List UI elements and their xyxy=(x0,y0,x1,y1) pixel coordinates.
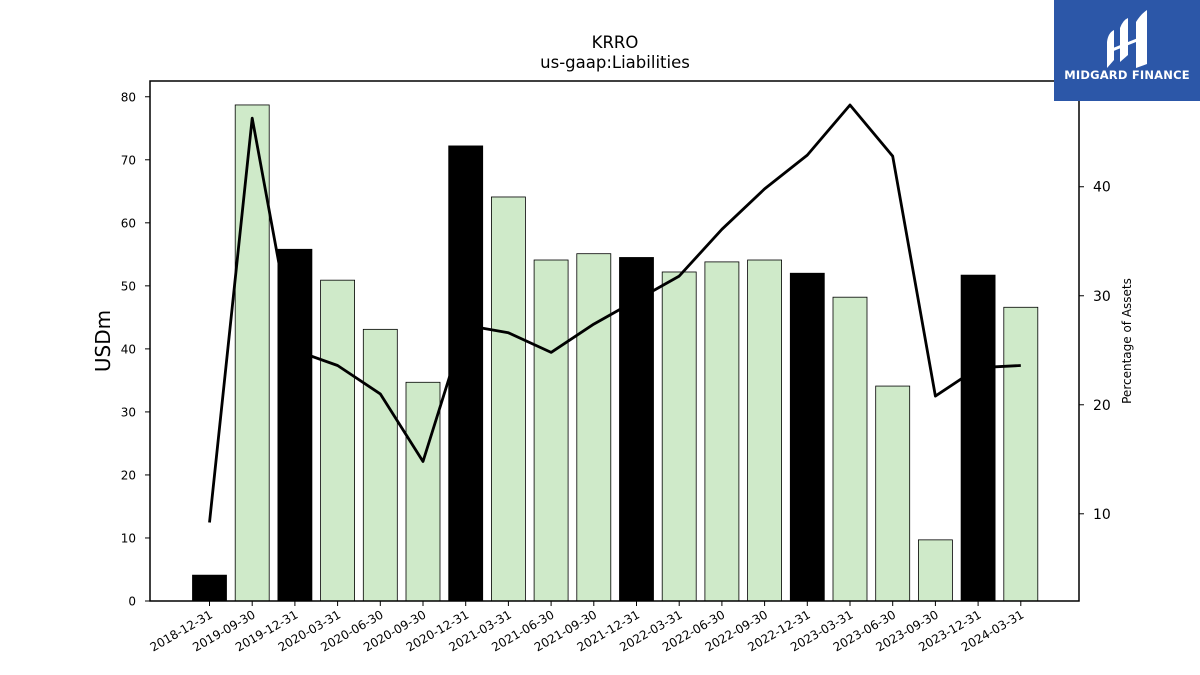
brand-logo: MIDGARD FINANCE xyxy=(1054,0,1200,101)
logo-text: MIDGARD FINANCE xyxy=(1064,68,1190,82)
y-tick-label: 0 xyxy=(128,595,136,609)
y2-tick-label: 30 xyxy=(1093,289,1111,305)
y2-tick-label: 10 xyxy=(1093,507,1111,523)
y-tick-label: 50 xyxy=(121,279,136,293)
y2-axis-label: Percentage of Assets xyxy=(1120,278,1134,404)
bar-2022-06-30 xyxy=(704,261,740,602)
y-tick-label: 80 xyxy=(121,90,136,104)
y-tick-label: 70 xyxy=(121,153,136,167)
y-tick-label: 10 xyxy=(121,531,136,545)
chart-title: KRRO xyxy=(592,33,639,52)
bar-2019-09-30 xyxy=(234,104,270,602)
y-axis-ticks: 0 10 20 30 40 50 60 70 80 xyxy=(121,90,150,609)
line-group xyxy=(208,103,1021,523)
bar-2024-03-31 xyxy=(1003,306,1039,602)
bar-2021-06-30 xyxy=(533,259,569,602)
bar-2021-12-31 xyxy=(619,257,654,602)
bar-2022-09-30 xyxy=(747,259,782,602)
bar-2020-03-31 xyxy=(320,279,356,602)
bar-2018-12-31 xyxy=(192,574,227,602)
bar-2022-03-31 xyxy=(661,271,697,602)
bar-2022-12-31 xyxy=(789,272,825,602)
bar-2023-03-31 xyxy=(832,296,868,602)
bar-2020-09-30 xyxy=(405,381,441,602)
bar-2023-09-30 xyxy=(918,539,953,602)
bar-2020-06-30 xyxy=(362,328,398,602)
logo-mark-icon xyxy=(1107,10,1147,68)
y-axis-label: USDm xyxy=(91,310,115,372)
x-axis-ticks: 2018-12-312019-09-302019-12-312020-03-31… xyxy=(148,601,1026,654)
y-tick-label: 20 xyxy=(121,468,136,482)
bar-2023-12-31 xyxy=(960,274,996,602)
y2-tick-label: 20 xyxy=(1093,398,1111,414)
bar-2020-12-31 xyxy=(448,145,484,602)
percentage-line xyxy=(208,103,1021,523)
y2-tick-label: 40 xyxy=(1093,180,1111,196)
bar-2021-03-31 xyxy=(490,196,526,602)
y-tick-label: 60 xyxy=(121,216,136,230)
y-tick-label: 40 xyxy=(121,342,136,356)
bar-2021-09-30 xyxy=(576,253,612,602)
y2-axis-ticks: 10 20 30 40 xyxy=(1079,180,1111,523)
bars-group xyxy=(192,104,1039,602)
plot-frame xyxy=(149,80,1080,602)
bar-2019-12-31 xyxy=(277,248,313,602)
bar-2023-06-30 xyxy=(875,385,911,602)
y-tick-label: 30 xyxy=(121,405,136,419)
chart-subtitle: us-gaap:Liabilities xyxy=(540,53,690,72)
